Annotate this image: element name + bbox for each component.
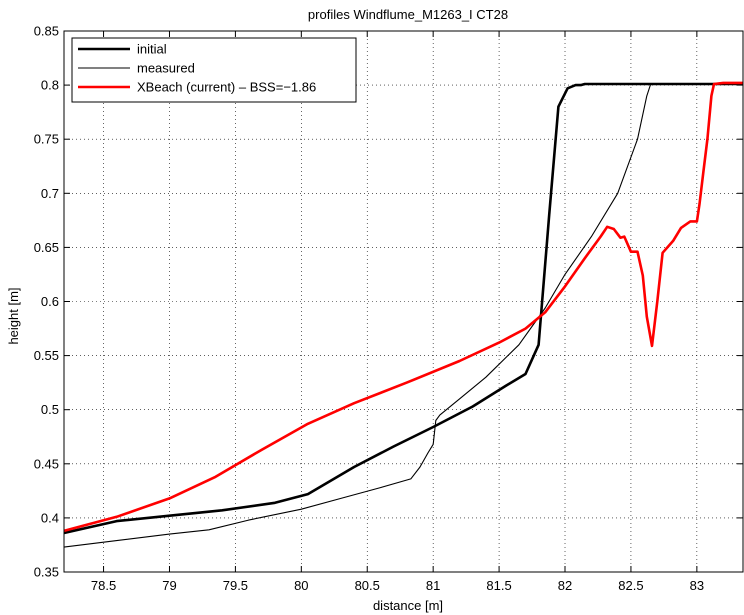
x-tick-label: 79 xyxy=(162,578,176,593)
x-tick-label: 82.5 xyxy=(618,578,643,593)
x-tick-label: 83 xyxy=(690,578,704,593)
y-tick-label: 0.5 xyxy=(41,402,59,417)
y-tick-label: 0.75 xyxy=(34,132,59,147)
series-lines xyxy=(64,81,743,548)
y-tick-label: 0.4 xyxy=(41,510,59,525)
legend: initial measured XBeach (current) – BSS=−1… xyxy=(71,37,357,103)
x-tick-labels: 78.5 79 79.5 80 80.5 81 81.5 82 82.5 83 xyxy=(91,578,704,593)
series-line-3 xyxy=(64,81,743,533)
legend-label-2: measured xyxy=(137,61,195,76)
legend-label-1: initial xyxy=(137,42,167,57)
plot-frame xyxy=(63,30,744,573)
y-tick-labels: 0.35 0.4 0.45 0.5 0.55 0.6 0.65 0.7 0.75 0.8 0.85 xyxy=(34,24,59,580)
x-tick-label: 78.5 xyxy=(91,578,116,593)
series-line-1 xyxy=(64,82,743,535)
y-tick-label: 0.55 xyxy=(34,348,59,363)
y-tick-label: 0.35 xyxy=(34,565,59,580)
x-tick-label: 80 xyxy=(294,578,308,593)
x-tick-label: 82 xyxy=(558,578,572,593)
y-tick-label: 0.8 xyxy=(41,78,59,93)
y-tick-label: 0.7 xyxy=(41,186,59,201)
y-tick-label: 0.45 xyxy=(34,456,59,471)
y-axis-label: height [m] xyxy=(6,287,21,344)
chart-title: profiles Windflume_M1263_I CT28 xyxy=(308,7,508,22)
x-tick-label: 80.5 xyxy=(355,578,380,593)
legend-label-3: XBeach (current) – BSS=−1.86 xyxy=(137,80,316,95)
y-tick-label: 0.6 xyxy=(41,294,59,309)
x-tick-label: 81 xyxy=(426,578,440,593)
plot-area xyxy=(64,31,743,572)
y-tick-label: 0.65 xyxy=(34,240,59,255)
y-tick-label: 0.85 xyxy=(34,24,59,39)
x-tick-label: 81.5 xyxy=(486,578,511,593)
x-tick-label: 79.5 xyxy=(223,578,248,593)
series-line-2 xyxy=(64,83,743,548)
x-axis-label: distance [m] xyxy=(373,598,443,613)
